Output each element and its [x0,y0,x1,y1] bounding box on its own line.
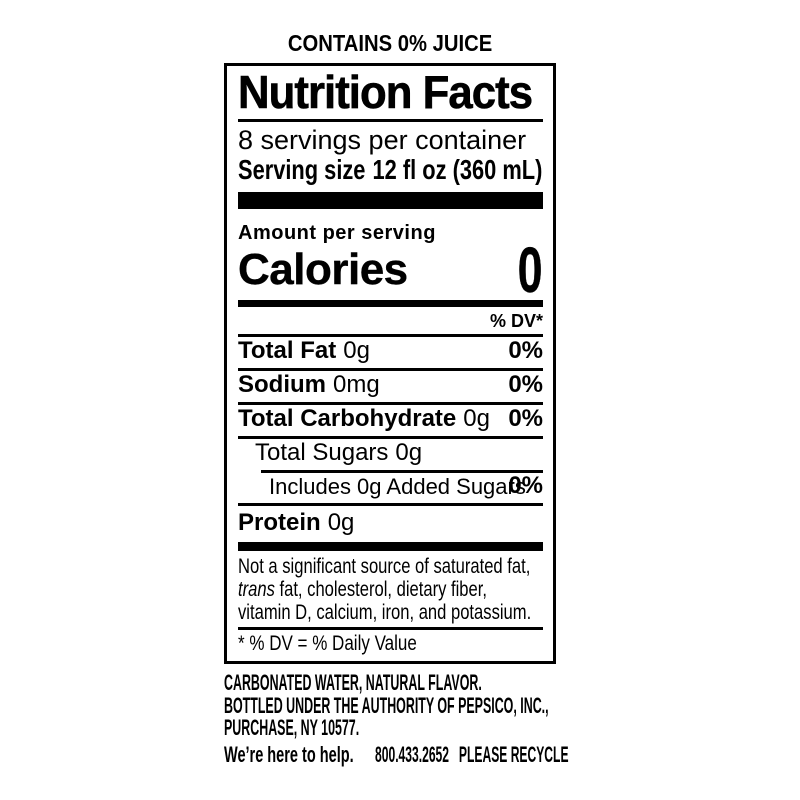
juice-content-claim: CONTAINS 0% JUICE [224,31,556,56]
row-added-sugars-name: Includes 0g Added Sugars [269,474,526,499]
disclaimer-line-3: vitamin D, calcium, iron, and potassium. [238,601,532,624]
bottler-line-1: BOTTLED UNDER THE AUTHORITY OF PEPSICO, … [224,692,549,718]
thick-separator-bar [238,192,543,209]
serving-size-label: Serving size [238,154,366,185]
row-added-sugars-dv: 0% [508,472,543,499]
recycle-note: PLEASE RECYCLE [458,741,569,767]
row-protein: Protein 0g [238,506,543,540]
disclaimer-line-1: Not a significant source of saturated fa… [238,555,531,578]
help-phone: 800.433.2652 [375,741,450,767]
divider [238,402,543,405]
row-total-carbohydrate: Total Carbohydrate 0g 0% [238,405,543,436]
nutrition-facts-panel: Nutrition Facts 8 servings per container… [224,63,556,664]
help-line: We’re here to help. 800.433.2652 PLEASE RE… [224,741,644,767]
servings-per-container: 8 servings per container [238,125,527,155]
ingredients-line: CARBONATED WATER, NATURAL FLAVOR. [224,670,482,695]
not-significant-source-disclaimer: Not a significant source of saturated fa… [238,555,543,624]
calories-row: Calories 0 [238,234,543,306]
row-sodium-name: Sodium 0mg [238,371,380,398]
row-sodium-dv: 0% [508,371,543,398]
row-added-sugars: Includes 0g Added Sugars 0% [238,472,543,503]
nutrition-facts-title: Nutrition Facts [238,66,534,118]
juice-content-claim-text: CONTAINS 0% JUICE [287,30,493,56]
row-total-sugars-name: Total Sugars 0g [255,439,423,466]
calories-label: Calories [238,245,409,294]
divider-indented [261,470,543,473]
row-total-carbohydrate-name: Total Carbohydrate 0g [238,405,490,432]
serving-size: Serving size 12 fl oz (360 mL) [238,154,542,185]
divider [238,436,543,439]
row-sodium: Sodium 0mg 0% [238,371,543,402]
title-divider [238,119,543,122]
row-total-fat: Total Fat 0g 0% [238,337,543,368]
footnote-divider [238,627,543,630]
divider [238,368,543,371]
bottler-line-2: PURCHASE, NY 10577. [224,715,360,740]
calories-separator-bar [238,300,543,307]
help-phone-and-recycle: 800.433.2652 PLEASE RECYCLE [375,741,569,767]
daily-value-footnote: * % DV = % Daily Value [238,632,417,655]
calories-value: 0 [518,234,543,306]
protein-separator-bar [238,542,543,551]
divider [238,334,543,337]
disclaimer-line-2: trans fat, cholesterol, dietary fiber, [238,578,487,601]
daily-value-header: % DV* [489,311,543,331]
amount-per-serving-label: Amount per serving [238,222,436,244]
row-protein-name: Protein 0g [238,509,355,536]
row-total-fat-name: Total Fat 0g [238,337,370,364]
row-total-carbohydrate-dv: 0% [508,405,543,432]
row-total-fat-dv: 0% [508,337,543,364]
divider [238,503,543,506]
label-footer: CARBONATED WATER, NATURAL FLAVOR. BOTTLE… [224,670,644,767]
help-label: We’re here to help. [224,741,354,767]
help-contact-wrap: 800.433.2652 PLEASE RECYCLE [375,741,727,767]
help-label-wrap: We’re here to help. [224,741,369,767]
serving-size-value: 12 fl oz (360 mL) [372,154,543,185]
row-total-sugars: Total Sugars 0g [238,439,543,470]
